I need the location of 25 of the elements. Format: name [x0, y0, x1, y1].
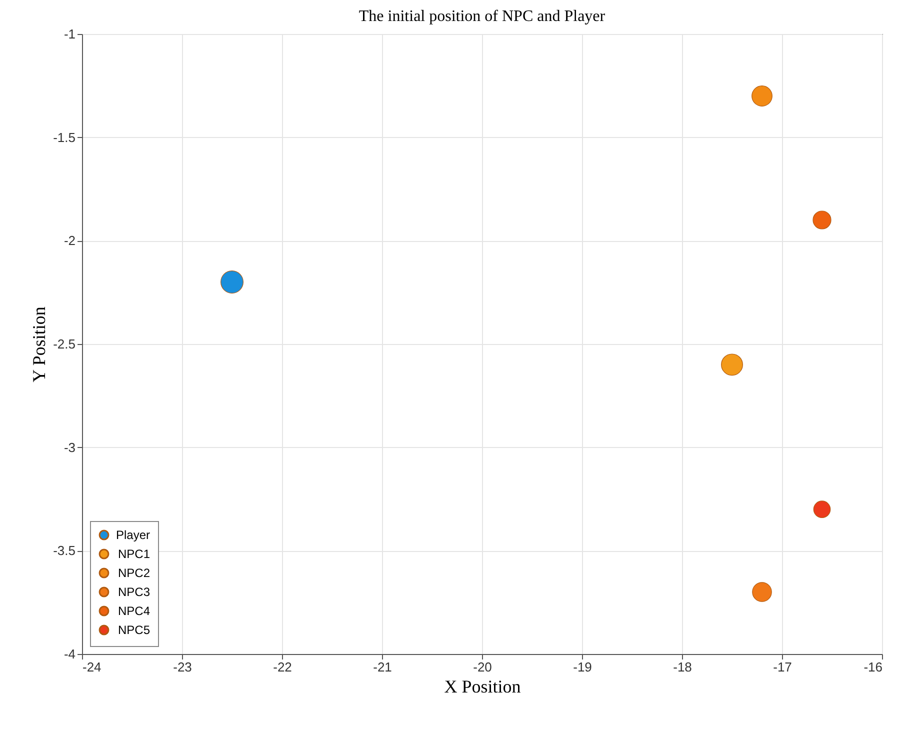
y-tick-label: -3 — [64, 440, 76, 455]
y-tick-label: -3.5 — [53, 543, 76, 558]
x-tick-label: -24 — [82, 660, 102, 674]
x-tick-label: -22 — [273, 660, 292, 674]
legend-label: Player — [116, 528, 150, 542]
x-tick-label: -19 — [573, 660, 592, 674]
legend-label: NPC5 — [118, 623, 150, 637]
y-tick-label: -2 — [64, 233, 76, 248]
x-axis-title: X Position — [444, 676, 521, 696]
y-axis-title: Y Position — [29, 306, 50, 382]
x-tick-label: -18 — [673, 660, 692, 674]
x-tick-label: -17 — [773, 660, 792, 674]
y-tick-label: -4 — [64, 646, 76, 662]
x-tick-label: -21 — [373, 660, 392, 674]
legend-label: NPC2 — [118, 566, 150, 580]
chart-title: The initial position of NPC and Player — [358, 8, 606, 25]
x-tick-label: -23 — [173, 660, 192, 674]
y-tick-label: -1.5 — [53, 130, 76, 145]
x-tick-label: -16 — [864, 660, 882, 674]
y-tick-label: -1 — [64, 26, 76, 42]
legend-label: NPC1 — [118, 547, 150, 561]
x-tick-label: -20 — [473, 660, 492, 674]
legend-label: NPC4 — [118, 604, 150, 618]
y-tick-label: -2.5 — [53, 336, 76, 352]
legend-label: NPC3 — [118, 585, 150, 599]
